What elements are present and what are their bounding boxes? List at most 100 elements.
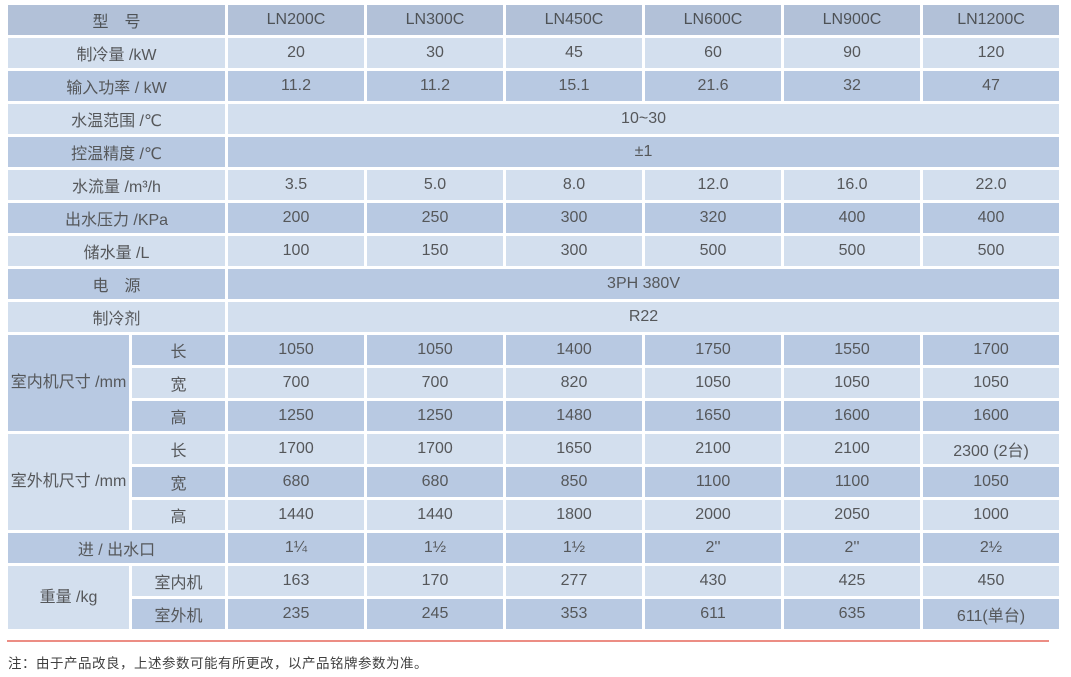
value-cell: 277	[506, 566, 643, 596]
table-row: 重量 /kg 室内机 163 170 277 430 425 450	[8, 566, 1060, 629]
value-cell: 1050	[923, 467, 1060, 497]
value-cell: 1600	[784, 401, 921, 431]
value-cell: 16.0	[784, 170, 921, 200]
sub-row-label: 宽	[132, 467, 226, 497]
value-cell: 200	[228, 203, 365, 233]
row-label: 制冷量 /kW	[8, 38, 226, 68]
merged-value-cell: 3PH 380V	[228, 269, 1060, 299]
value-cell: 2100	[784, 434, 921, 464]
row-label: 控温精度 /℃	[8, 137, 226, 167]
value-cell: 1050	[784, 368, 921, 398]
sub-row-label: 室外机	[132, 599, 226, 629]
group-label: 重量 /kg	[8, 566, 129, 629]
value-cell: 425	[784, 566, 921, 596]
header-row: 型 号 LN200C LN300C LN450C LN600C LN900C LN1200C	[8, 5, 1060, 35]
value-cell: 20	[228, 38, 365, 68]
value-cell: 850	[506, 467, 643, 497]
row-label: 电 源	[8, 269, 226, 299]
value-cell: 1700	[923, 335, 1060, 365]
value-cell: 400	[923, 203, 1060, 233]
table-row: 制冷量 /kW 20 30 45 60 90 120	[8, 38, 1060, 68]
value-cell: 1½	[506, 533, 643, 563]
value-cell: 1480	[506, 401, 643, 431]
value-cell: 2''	[784, 533, 921, 563]
value-cell: 60	[645, 38, 782, 68]
table-row: 电 源 3PH 380V	[8, 269, 1060, 299]
row-label: 制冷剂	[8, 302, 226, 332]
row-label: 出水压力 /KPa	[8, 203, 226, 233]
value-cell: 100	[228, 236, 365, 266]
value-cell: 700	[228, 368, 365, 398]
value-cell: 245	[367, 599, 504, 629]
value-cell: 150	[367, 236, 504, 266]
value-cell: 163	[228, 566, 365, 596]
value-cell: 1650	[506, 434, 643, 464]
footnote: 注：由于产品改良，上述参数可能有所更改，以产品铭牌参数为准。	[8, 656, 428, 671]
model-header-cell: LN900C	[784, 5, 921, 35]
value-cell: 1550	[784, 335, 921, 365]
group-label: 室外机尺寸 /mm	[8, 434, 129, 530]
value-cell: 120	[923, 38, 1060, 68]
model-header-cell: LN600C	[645, 5, 782, 35]
value-cell: 21.6	[645, 71, 782, 101]
value-cell: 2300 (2台)	[923, 434, 1060, 464]
value-cell: 353	[506, 599, 643, 629]
row-label: 储水量 /L	[8, 236, 226, 266]
value-cell: 611	[645, 599, 782, 629]
value-cell: 2½	[923, 533, 1060, 563]
model-header-cell: LN200C	[228, 5, 365, 35]
merged-value-cell: R22	[228, 302, 1060, 332]
value-cell: 3.5	[228, 170, 365, 200]
value-cell: 2''	[645, 533, 782, 563]
value-cell: 500	[645, 236, 782, 266]
value-cell: 1½	[367, 533, 504, 563]
value-cell: 47	[923, 71, 1060, 101]
value-cell: 680	[367, 467, 504, 497]
value-cell: 500	[784, 236, 921, 266]
value-cell: 1050	[367, 335, 504, 365]
value-cell: 1700	[228, 434, 365, 464]
sub-row-label: 宽	[132, 368, 226, 398]
spec-table-body: 型 号 LN200C LN300C LN450C LN600C LN900C LN1200C…	[8, 5, 1060, 629]
table-row: 室外机 235 245 353 611 635 611(单台)	[8, 599, 1060, 629]
value-cell: 1100	[784, 467, 921, 497]
value-cell: 1700	[367, 434, 504, 464]
value-cell: 450	[923, 566, 1060, 596]
table-row: 高 1250 1250 1480 1650 1600 1600	[8, 401, 1060, 431]
value-cell: 1100	[645, 467, 782, 497]
value-cell: 635	[784, 599, 921, 629]
merged-value-cell: 10~30	[228, 104, 1060, 134]
value-cell: 1750	[645, 335, 782, 365]
value-cell: 170	[367, 566, 504, 596]
table-row: 宽 680 680 850 1100 1100 1050	[8, 467, 1060, 497]
value-cell: 2100	[645, 434, 782, 464]
value-cell: 1600	[923, 401, 1060, 431]
value-cell: 1440	[228, 500, 365, 530]
table-row: 输入功率 / kW 11.2 11.2 15.1 21.6 32 47	[8, 71, 1060, 101]
table-row: 高 1440 1440 1800 2000 2050 1000	[8, 500, 1060, 530]
table-row: 进 / 出水口 1¼ 1½ 1½ 2'' 2'' 2½	[8, 533, 1060, 563]
table-row: 储水量 /L 100 150 300 500 500 500	[8, 236, 1060, 266]
value-cell: 235	[228, 599, 365, 629]
value-cell: 2000	[645, 500, 782, 530]
table-row: 室内机尺寸 /mm 长 1050 1050 1400 1750 1550 1700	[8, 335, 1060, 431]
value-cell: 680	[228, 467, 365, 497]
table-row: 宽 700 700 820 1050 1050 1050	[8, 368, 1060, 398]
table-row: 水温范围 /℃ 10~30	[8, 104, 1060, 134]
sub-row-label: 长	[132, 335, 226, 365]
value-cell: 820	[506, 368, 643, 398]
value-cell: 1800	[506, 500, 643, 530]
model-header-cell: LN300C	[367, 5, 504, 35]
value-cell: 400	[784, 203, 921, 233]
sub-row-label: 室内机	[132, 566, 226, 596]
value-cell: 1440	[367, 500, 504, 530]
table-row: 室外机尺寸 /mm 长 1700 1700 1650 2100 2100 2300 (2台)	[8, 434, 1060, 530]
value-cell: 1000	[923, 500, 1060, 530]
group-label: 室内机尺寸 /mm	[8, 335, 129, 431]
value-cell: 30	[367, 38, 504, 68]
value-cell: 611(单台)	[923, 599, 1060, 629]
value-cell: 430	[645, 566, 782, 596]
value-cell: 11.2	[228, 71, 365, 101]
table-row: 控温精度 /℃ ±1	[8, 137, 1060, 167]
